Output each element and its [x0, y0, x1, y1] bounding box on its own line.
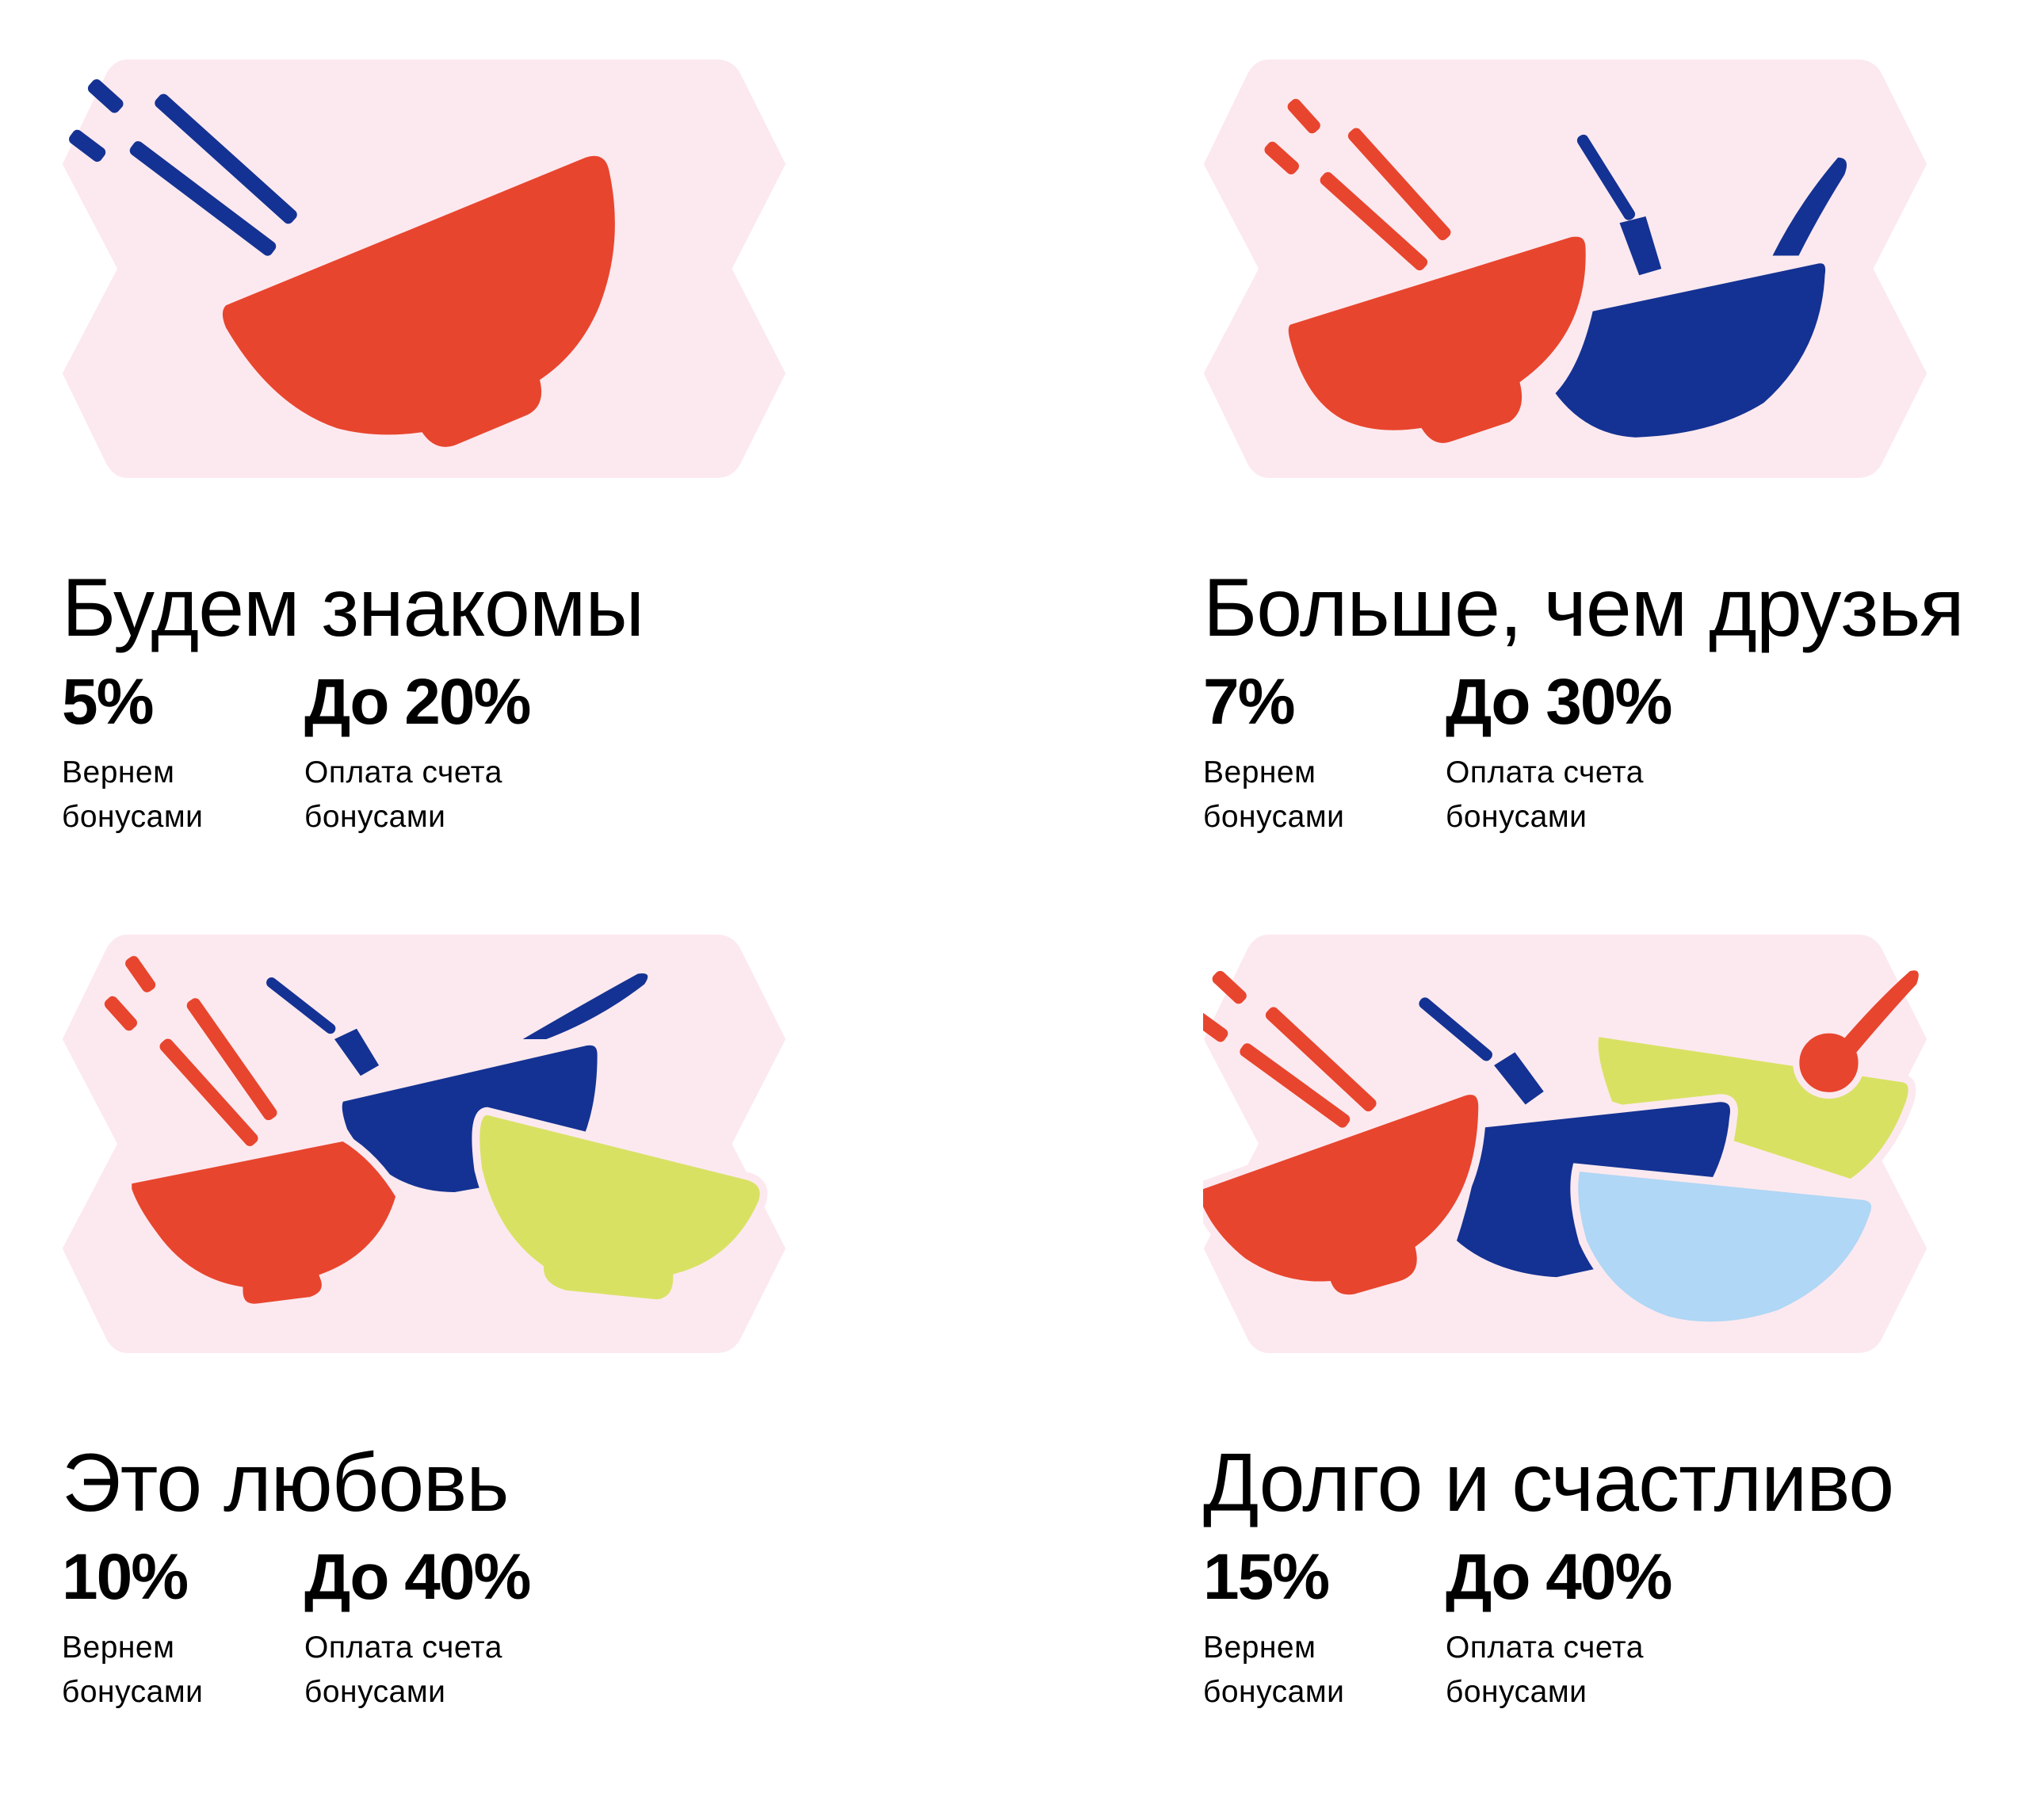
cashback-stat: 5% Вернем бонусами — [62, 670, 300, 839]
fork-icon — [1576, 134, 1662, 276]
cashback-value: 5% — [62, 666, 155, 738]
cashback-stat: 10% Вернем бонусами — [62, 1545, 300, 1715]
cashback-value: 7% — [1203, 666, 1296, 738]
payment-label: Оплата счета бонусами — [304, 755, 502, 834]
knife-icon — [1772, 157, 1847, 256]
red-bowl-icon — [1203, 1087, 1487, 1303]
red-bowl-icon — [1280, 228, 1594, 451]
tier-title: Будем знакомы — [62, 562, 644, 654]
fork-icon — [1419, 997, 1544, 1105]
payment-stat: До 20% Оплата счета бонусами — [304, 670, 542, 839]
chopsticks-icon — [104, 956, 277, 1146]
tier-title: Больше, чем друзья — [1203, 562, 1965, 654]
cashback-value: 15% — [1203, 1541, 1330, 1613]
lime-bowl-icon — [472, 1107, 768, 1308]
cashback-label: Вернем бонусами — [62, 1631, 204, 1709]
bowl-illustration — [62, 935, 786, 1353]
payment-label: Оплата счета бонусами — [1446, 755, 1644, 834]
tier-title: Это любовь — [62, 1437, 509, 1529]
bowl-illustration — [62, 59, 786, 478]
payment-value: До 40% — [1446, 1541, 1672, 1613]
red-bowl-icon — [222, 155, 615, 447]
chopsticks-icon — [1203, 970, 1377, 1128]
bowl-illustration — [1203, 59, 1927, 478]
payment-label: Оплата счета бонусами — [304, 1631, 502, 1709]
payment-value: До 30% — [1446, 666, 1672, 738]
bowl-illustration — [1203, 935, 1927, 1353]
knife-icon — [522, 973, 648, 1039]
chopsticks-icon — [69, 79, 297, 256]
payment-value: До 40% — [304, 1541, 531, 1613]
payment-value: До 20% — [304, 666, 531, 738]
payment-stat: До 30% Оплата счета бонусами — [1446, 670, 1683, 839]
payment-stat: До 40% Оплата счета бонусами — [304, 1545, 542, 1715]
payment-stat: До 40% Оплата счета бонусами — [1446, 1545, 1683, 1715]
ladle-icon — [1793, 970, 1919, 1099]
cashback-label: Вернем бонусами — [1203, 1631, 1345, 1709]
chopsticks-icon — [1264, 98, 1451, 271]
blue-bowl-icon — [1545, 255, 1833, 445]
tier-title: Долго и счастливо — [1203, 1437, 1894, 1529]
red-bowl-icon — [124, 1133, 404, 1312]
light-blue-bowl-icon — [1570, 1163, 1879, 1330]
cashback-value: 10% — [62, 1541, 189, 1613]
cashback-stat: 7% Вернем бонусами — [1203, 670, 1441, 839]
fork-icon — [266, 977, 380, 1076]
cashback-stat: 15% Вернем бонусами — [1203, 1545, 1441, 1715]
payment-label: Оплата счета бонусами — [1446, 1631, 1644, 1709]
cashback-label: Вернем бонусами — [62, 755, 204, 834]
cashback-label: Вернем бонусами — [1203, 755, 1345, 834]
